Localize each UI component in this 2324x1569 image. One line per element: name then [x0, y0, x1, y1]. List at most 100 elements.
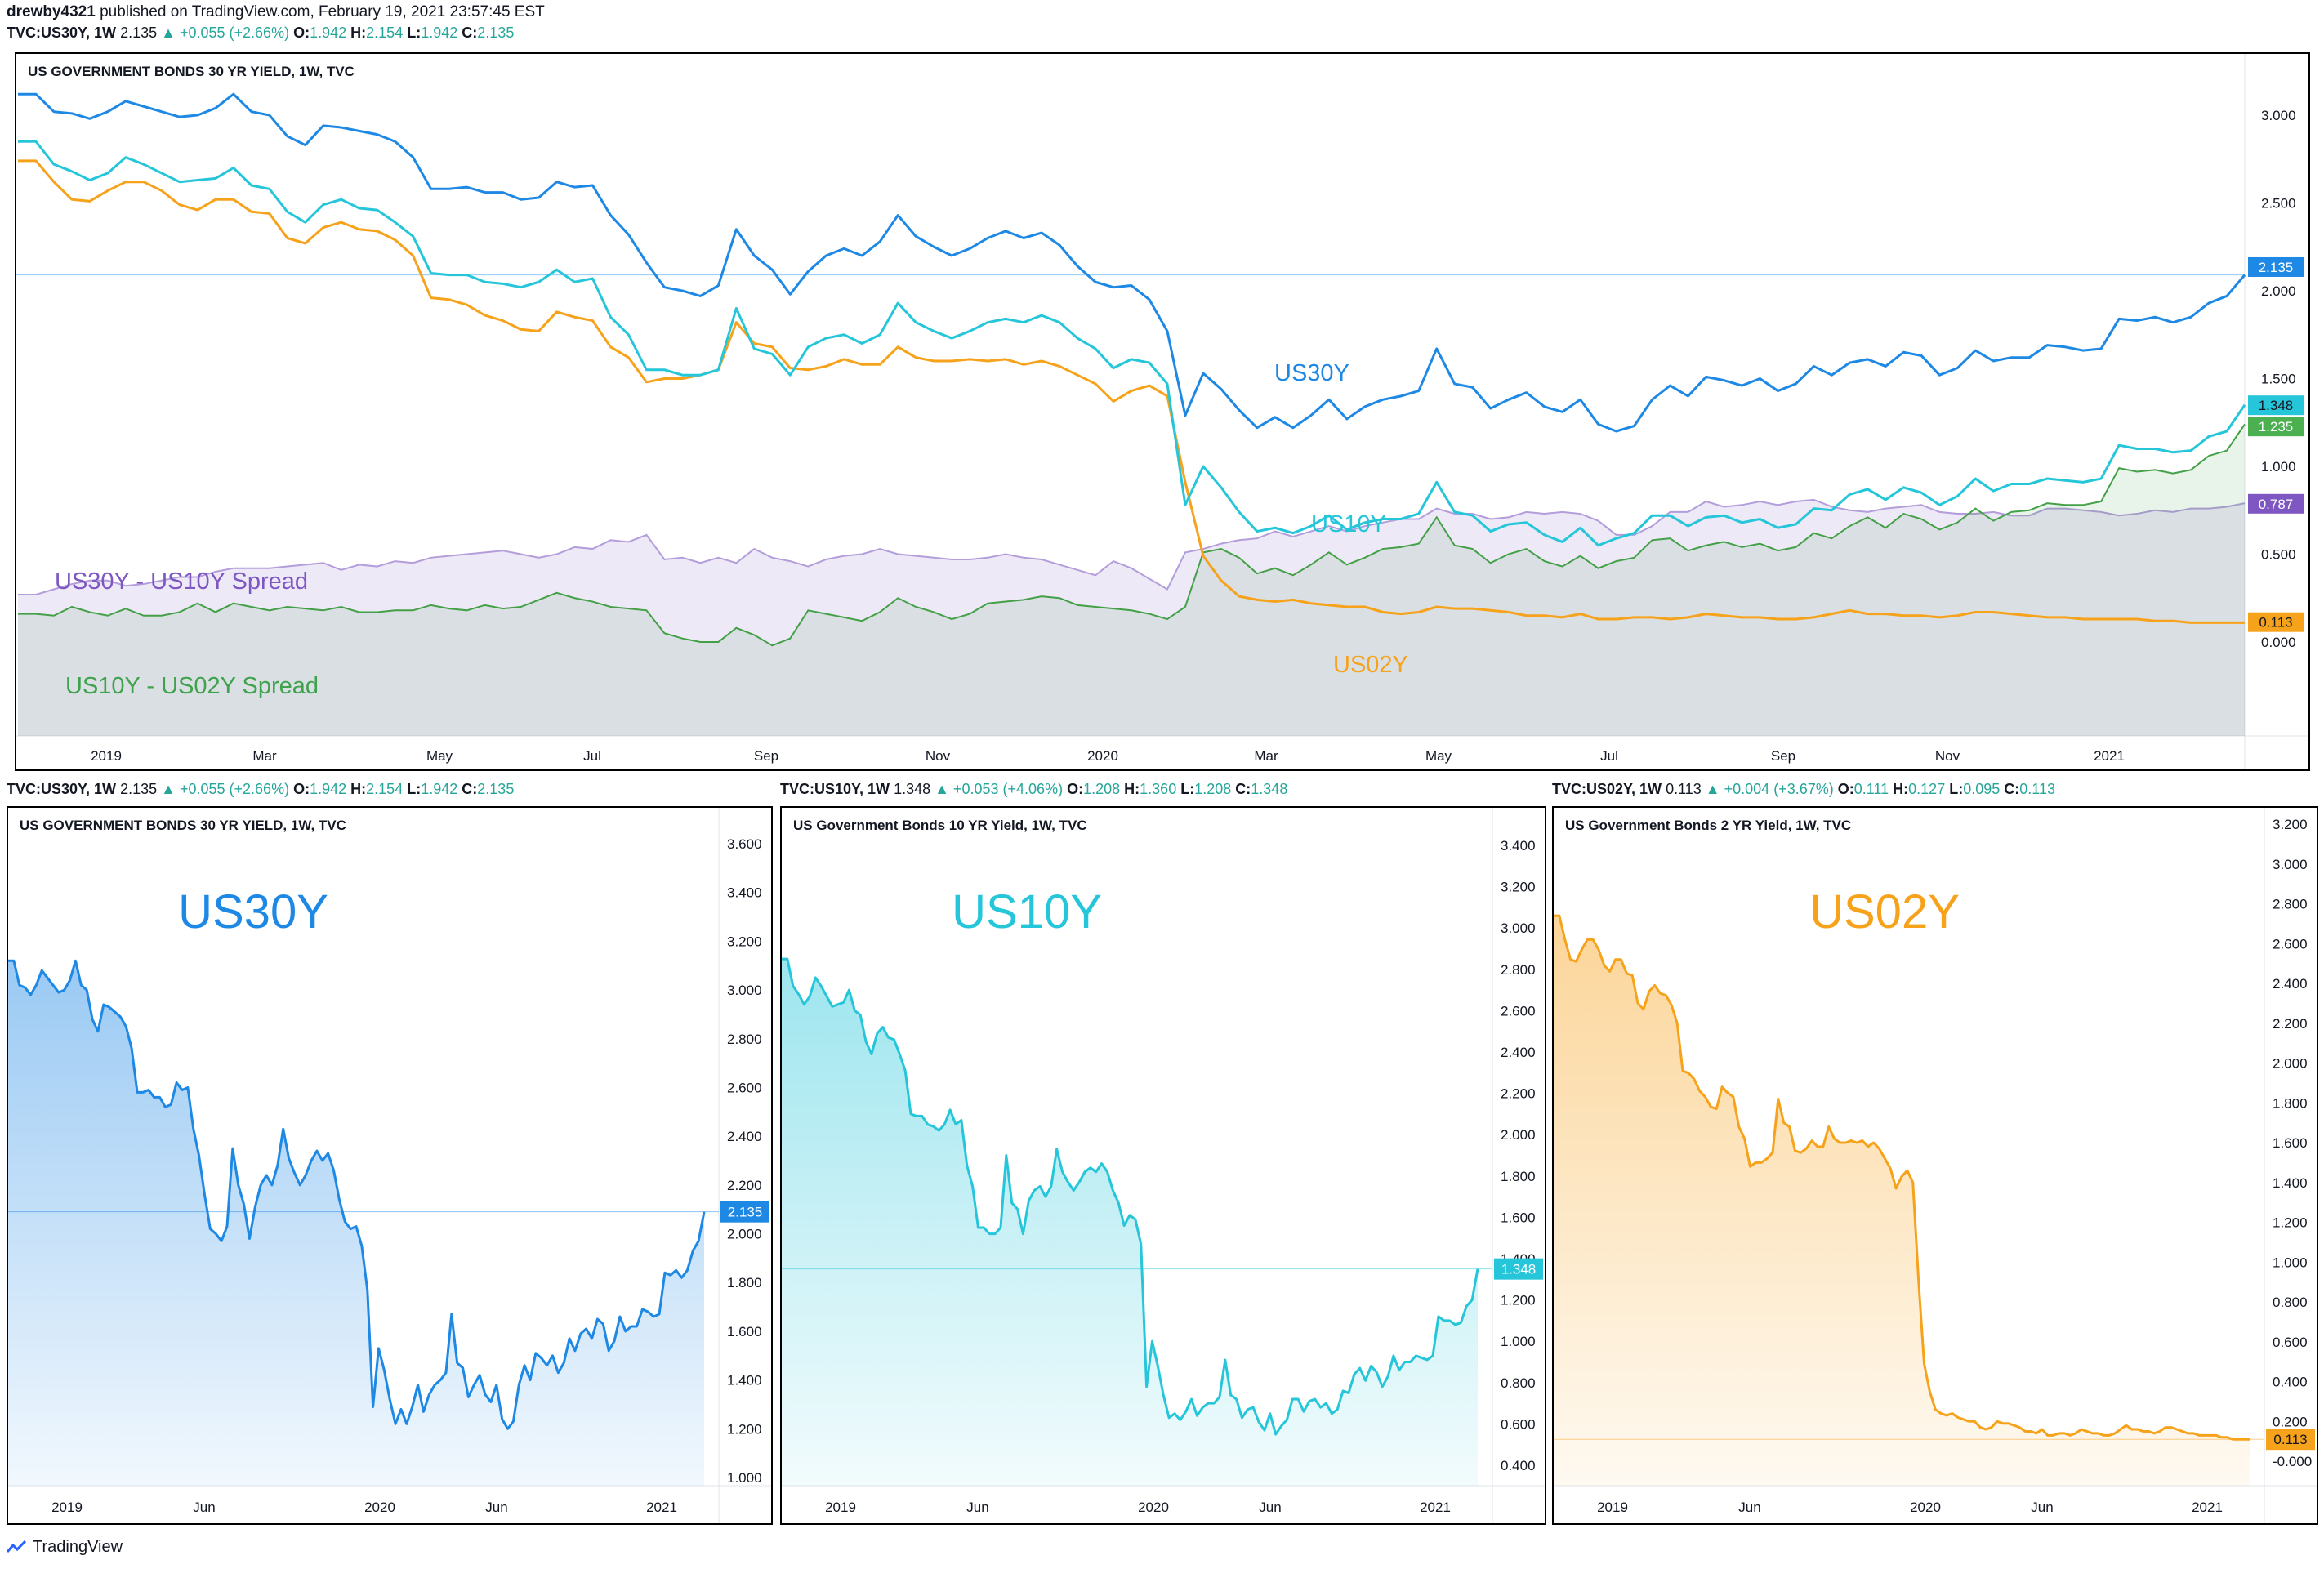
spread-30-10-annotation: US30Y - US10Y Spread: [55, 568, 308, 595]
x-tick-label: Jun: [193, 1500, 215, 1515]
main-chart-svg[interactable]: 3.5003.0002.5002.0001.5001.0000.5000.000…: [16, 54, 2308, 769]
high-value: 0.127: [1908, 781, 1946, 797]
symbol[interactable]: TVC:US02Y, 1W: [1552, 781, 1662, 797]
y-tick-label: 1.800: [1501, 1169, 1536, 1184]
close-value: 0.113: [2019, 781, 2055, 797]
us02y-chart-svg[interactable]: 3.200 3.000 2.800 2.600 2.400 2.200 2.000 1.800…: [1554, 808, 2317, 1523]
us10y-chart-panel[interactable]: US Government Bonds 10 YR Yield, 1W, TVC…: [780, 806, 1546, 1525]
y-tick-label: 2.000: [1501, 1127, 1536, 1143]
y-tick-label: 1.800: [727, 1275, 762, 1290]
us30y-line: [8, 959, 706, 1430]
us02y-area: [1554, 916, 2250, 1486]
us02y-last-tag: [2266, 1429, 2315, 1451]
y-tick-label: 2.200: [2273, 1016, 2308, 1032]
brand-name[interactable]: TradingView: [33, 1538, 123, 1556]
us02y-chart-panel[interactable]: US Government Bonds 2 YR Yield, 1W, TVC …: [1552, 806, 2318, 1525]
y-tick-label: 0.400: [2273, 1375, 2308, 1390]
y-tick-label: 0.500: [2261, 547, 2296, 563]
last-price: 1.348: [894, 781, 931, 797]
chart-title: US Government Bonds 10 YR Yield, 1W, TVC: [793, 818, 1087, 833]
us10y-last-tag: [1494, 1258, 1543, 1280]
tradingview-logo-icon[interactable]: [7, 1540, 26, 1555]
main-chart-panel[interactable]: US GOVERNMENT BONDS 30 YR YIELD, 1W, TVC…: [15, 52, 2310, 771]
x-tick-label: 2019: [51, 1500, 83, 1515]
high-value: 1.360: [1140, 781, 1177, 797]
x-tick-label: Jun: [2031, 1500, 2053, 1515]
y-tick-label: 3.200: [1501, 880, 1536, 895]
close-value: 2.135: [477, 25, 515, 41]
us30y-tag-label: 2.135: [2259, 260, 2294, 275]
us10y-tag-label: 1.348: [2259, 398, 2294, 413]
chart-title: US Government Bonds 2 YR Yield, 1W, TVC: [1565, 818, 1852, 833]
y-tick-label: 2.200: [1501, 1086, 1536, 1102]
symbol[interactable]: TVC:US30Y, 1W: [7, 25, 117, 41]
y-tick-label: 2.000: [2261, 283, 2296, 299]
price-change: +0.055 (+2.66%): [179, 781, 290, 797]
y-tick-label: 1.000: [2273, 1255, 2308, 1270]
symbol[interactable]: TVC:US10Y, 1W: [780, 781, 890, 797]
price-change: +0.055 (+2.66%): [179, 25, 290, 41]
us10y-ohlc-line: TVC:US10Y, 1W 1.348 ▲ +0.053 (+4.06%) O:…: [780, 781, 1288, 797]
y-tick-label: 3.400: [727, 885, 762, 901]
y-tick-label: 0.200: [2273, 1414, 2308, 1429]
close-value: 2.135: [477, 781, 515, 797]
y-tick-label: 1.000: [2261, 459, 2296, 475]
y-tick-label: 1.800: [2273, 1095, 2308, 1111]
last-price: 2.135: [120, 25, 158, 41]
x-tick-label: May: [426, 748, 453, 764]
y-tick-label: 2.800: [1501, 962, 1536, 978]
y-tick-label: 1.000: [727, 1470, 762, 1486]
us30y-tag: [2248, 256, 2304, 277]
x-tick-label: Sep: [754, 748, 778, 764]
y-tick-label: 1.600: [727, 1324, 762, 1339]
x-tick-label: 2021: [646, 1500, 677, 1515]
y-tick-label: 2.800: [727, 1032, 762, 1047]
y-tick-label: 0.800: [2273, 1295, 2308, 1310]
symbol[interactable]: TVC:US30Y, 1W: [7, 781, 117, 797]
low-value: 0.095: [1963, 781, 2001, 797]
chart-title: US GOVERNMENT BONDS 30 YR YIELD, 1W, TVC: [28, 64, 355, 79]
y-tick-label: 2.000: [727, 1227, 762, 1242]
y-tick-label: 0.000: [2261, 635, 2296, 650]
us02y-tag: [2248, 612, 2304, 632]
up-triangle-icon: ▲: [161, 25, 176, 41]
us02y-ohlc-line: TVC:US02Y, 1W 0.113 ▲ +0.004 (+3.67%) O:…: [1552, 781, 2055, 797]
publisher-name[interactable]: drewby4321: [7, 3, 96, 20]
us30y-chart-panel[interactable]: US GOVERNMENT BONDS 30 YR YIELD, 1W, TVC…: [7, 806, 773, 1525]
x-tick-label: Nov: [1935, 748, 1960, 764]
y-tick-label: 1.200: [727, 1421, 762, 1437]
y-tick-label: 3.200: [2273, 817, 2308, 832]
x-tick-label: Sep: [1771, 748, 1795, 764]
y-tick-label: 2.600: [727, 1080, 762, 1095]
y-tick-label: 2.200: [727, 1178, 762, 1193]
x-tick-label: Jul: [1600, 748, 1618, 764]
us10y-last-tag-label: 1.348: [1501, 1262, 1537, 1277]
last-price: 2.135: [120, 781, 158, 797]
y-tick-label: 0.400: [1501, 1458, 1536, 1473]
us10y-chart-svg[interactable]: 3.400 3.200 3.000 2.800 2.600 2.400 2.200 2.000…: [782, 808, 1545, 1523]
x-tick-label: Jun: [966, 1500, 988, 1515]
spread-30-10-line: [18, 498, 2246, 595]
y-tick-label: 3.400: [1501, 838, 1536, 854]
main-ohlc-line: TVC:US30Y, 1W 2.135 ▲ +0.055 (+2.66%) O:…: [7, 25, 515, 41]
spread-10-02-annotation: US10Y - US02Y Spread: [65, 673, 319, 699]
chart-title: US GOVERNMENT BONDS 30 YR YIELD, 1W, TVC: [20, 818, 346, 833]
us02y-line: [1554, 914, 2250, 1441]
us30y-area: [8, 961, 704, 1486]
us02y-annotation: US02Y: [1333, 652, 1408, 678]
us02y-last-tag-label: 0.113: [2273, 1432, 2307, 1447]
x-tick-label: 2020: [364, 1500, 395, 1515]
us02y-line: [18, 159, 2245, 624]
open-value: 1.208: [1083, 781, 1121, 797]
x-tick-label: Mar: [252, 748, 277, 764]
y-tick-label: 2.600: [2273, 936, 2308, 952]
y-tick-label: 1.600: [2273, 1135, 2308, 1151]
spread-10-02-line: [18, 423, 2246, 647]
us30y-chart-svg[interactable]: 3.600 3.400 3.200 3.000 2.800 2.600 2.400 2.200…: [8, 808, 771, 1523]
low-value: 1.942: [421, 25, 458, 41]
y-tick-label: 0.600: [2273, 1335, 2308, 1350]
us10y-annotation: US10Y: [1311, 511, 1386, 537]
spread-30-10-tag: [2248, 493, 2304, 514]
x-tick-label: 2021: [2094, 748, 2125, 764]
publish-info: published on TradingView.com, February 1…: [100, 3, 545, 20]
